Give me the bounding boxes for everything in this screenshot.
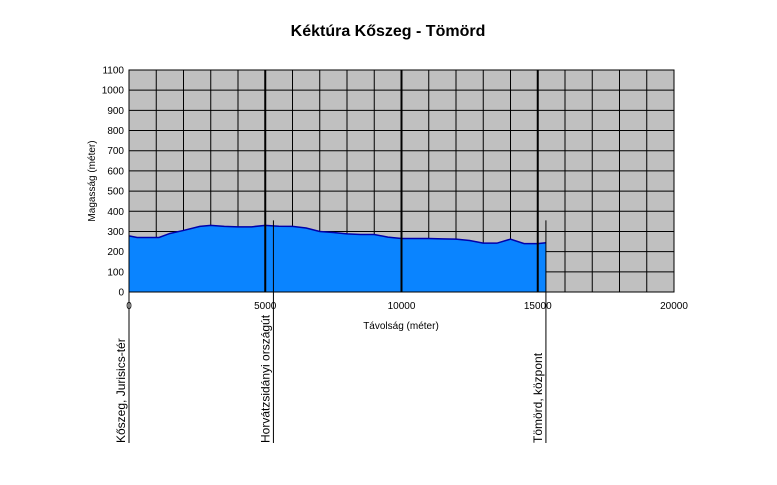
elevation-area [129, 225, 546, 292]
x-tick-label: 20000 [660, 301, 688, 312]
y-tick-label: 300 [107, 227, 124, 238]
y-tick-label: 700 [107, 146, 124, 157]
y-tick-label: 900 [107, 106, 124, 117]
y-tick-label: 800 [107, 126, 124, 137]
plot-border [128, 69, 675, 293]
y-tick-label: 400 [107, 207, 124, 218]
marker-label: Tömörd, központ [531, 352, 545, 443]
marker-label: Kőszeg, Jurisics-tér [114, 338, 128, 443]
series-layer [128, 224, 546, 292]
y-axis-label: Magasság (méter) [87, 140, 98, 221]
elevation-line [128, 224, 546, 245]
waypoint-markers: Kőszeg, Jurisics-tér Horvátzsidányi orszá… [114, 220, 547, 443]
y-tick-label: 1000 [102, 86, 125, 97]
y-tick-label: 600 [107, 166, 124, 177]
y-tick-label: 200 [107, 247, 124, 258]
y-tick-label: 100 [107, 267, 124, 278]
x-axis-label: Távolság (méter) [363, 321, 439, 332]
x-tick-label: 5000 [254, 301, 277, 312]
y-tick-label: 1100 [102, 66, 124, 77]
y-axis-ticks: 0 100 200 300 400 500 600 700 800 900 1000 1100 [102, 66, 125, 299]
major-grid-lines [264, 70, 539, 292]
marker-label: Horvátzsidányi országút [258, 314, 272, 443]
x-tick-label: 15000 [524, 301, 552, 312]
y-tick-label: 0 [118, 288, 124, 299]
y-tick-label: 500 [107, 187, 124, 198]
x-tick-label: 10000 [388, 301, 416, 312]
chart-title: Kéktúra Kőszeg - Tömörd [291, 23, 486, 40]
